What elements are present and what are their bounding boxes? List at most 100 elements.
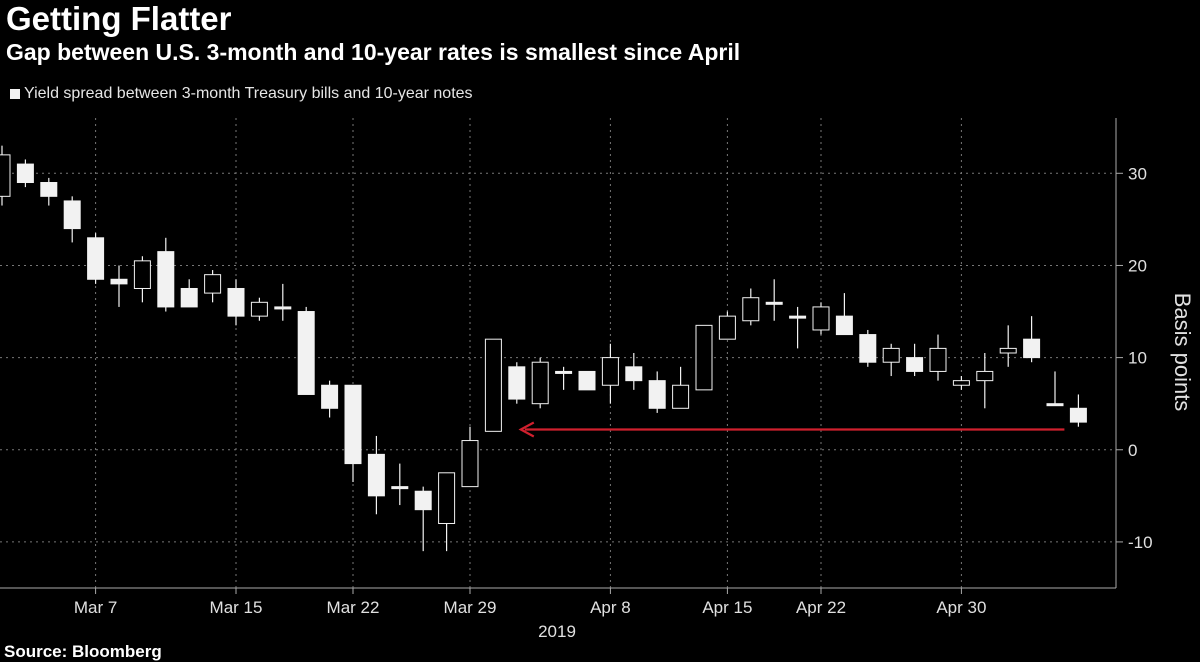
candle — [227, 279, 245, 326]
candle — [414, 486, 432, 552]
candle — [742, 288, 760, 326]
candle-body — [133, 260, 151, 289]
candle — [882, 343, 900, 377]
grid-lines — [0, 118, 1116, 588]
candle-body — [812, 306, 830, 331]
candle-body — [789, 315, 807, 319]
candle-body — [321, 384, 339, 409]
candle-body — [555, 370, 573, 374]
candle-body — [508, 366, 526, 400]
x-tick-label: Apr 15 — [702, 598, 752, 617]
candle-body — [157, 251, 175, 308]
candle-body — [1023, 338, 1041, 359]
candle — [63, 196, 81, 243]
candle — [976, 353, 994, 409]
legend: Yield spread between 3-month Treasury bi… — [10, 85, 473, 103]
x-tick-label: Apr 30 — [936, 598, 986, 617]
candle — [906, 343, 924, 377]
candle — [250, 297, 268, 321]
candle — [297, 306, 315, 395]
candle — [1023, 316, 1041, 363]
candle-body — [835, 315, 853, 336]
candle-body — [765, 301, 783, 305]
candles — [0, 145, 1087, 552]
candle — [87, 233, 105, 284]
axes — [0, 118, 1117, 589]
candle — [1069, 394, 1087, 427]
candle-body — [391, 486, 409, 490]
candle — [438, 472, 456, 552]
candle — [0, 145, 11, 206]
y-ticks: 30 20 10 0 -10 — [1116, 164, 1153, 552]
candle-body — [672, 384, 690, 409]
candle-body — [718, 315, 736, 340]
candle-body — [204, 274, 222, 294]
candle — [578, 370, 596, 391]
x-ticks: Mar 7 Mar 15 Mar 22 Mar 29 Apr 8 Apr 15 Apr 22… — [74, 588, 986, 617]
candle-body — [1069, 407, 1087, 423]
y-tick-label: 0 — [1128, 441, 1137, 460]
candle-body — [1046, 403, 1064, 407]
candle-body — [274, 306, 292, 310]
candle-body — [414, 490, 432, 511]
candle-body — [484, 338, 502, 432]
candle-body — [0, 154, 11, 197]
candle-body — [40, 182, 58, 197]
candle — [601, 343, 619, 404]
x-tick-label: Mar 15 — [210, 598, 263, 617]
legend-label: Yield spread between 3-month Treasury bi… — [24, 85, 473, 102]
y-axis-label: Basis points — [1170, 293, 1195, 412]
y-tick-label: 10 — [1128, 349, 1147, 368]
candle-body — [87, 237, 105, 280]
candle — [765, 279, 783, 321]
candle-body — [882, 347, 900, 363]
candle-body — [461, 440, 479, 488]
candle — [835, 293, 853, 336]
candle-body — [578, 370, 596, 391]
candle — [625, 353, 643, 390]
candle-body — [250, 301, 268, 317]
candle — [204, 270, 222, 303]
candle-body — [625, 366, 643, 382]
candle — [274, 283, 292, 321]
candle-body — [297, 311, 315, 395]
candle — [40, 177, 58, 206]
year-label: 2019 — [538, 622, 576, 640]
candle — [648, 371, 666, 413]
y-tick-label: -10 — [1128, 533, 1153, 552]
candle — [321, 380, 339, 418]
candle-body — [976, 370, 994, 382]
candle — [508, 362, 526, 404]
candle-body — [859, 334, 877, 363]
y-tick-label: 30 — [1128, 164, 1147, 183]
candle-body — [601, 357, 619, 386]
candle — [110, 265, 128, 307]
candle — [695, 324, 713, 391]
candle-body — [999, 347, 1017, 354]
x-tick-label: Apr 22 — [796, 598, 846, 617]
arrow-head — [518, 421, 535, 438]
candle — [180, 279, 198, 308]
y-tick-label: 20 — [1128, 256, 1147, 275]
candle-body — [906, 357, 924, 372]
candle-body — [227, 287, 245, 317]
annotations — [518, 421, 1065, 438]
candlestick-chart: 30 20 10 0 -10 Mar 7 Mar 15 Mar 22 Mar 29 Apr 8 A… — [0, 118, 1195, 640]
candle-body — [110, 278, 128, 285]
candle — [1046, 371, 1064, 407]
candle — [859, 329, 877, 367]
x-tick-label: Mar 22 — [327, 598, 380, 617]
candle-body — [952, 380, 970, 386]
chart-subtitle: Gap between U.S. 3-month and 10-year rat… — [6, 39, 741, 65]
candle — [789, 306, 807, 349]
candle — [929, 334, 947, 381]
candle — [999, 325, 1017, 367]
candle — [812, 302, 830, 335]
candle — [344, 384, 362, 483]
candle — [555, 366, 573, 390]
candle — [16, 159, 34, 188]
candle-body — [929, 347, 947, 372]
candle-body — [367, 453, 385, 497]
legend-swatch — [10, 89, 20, 99]
candle — [367, 435, 385, 515]
